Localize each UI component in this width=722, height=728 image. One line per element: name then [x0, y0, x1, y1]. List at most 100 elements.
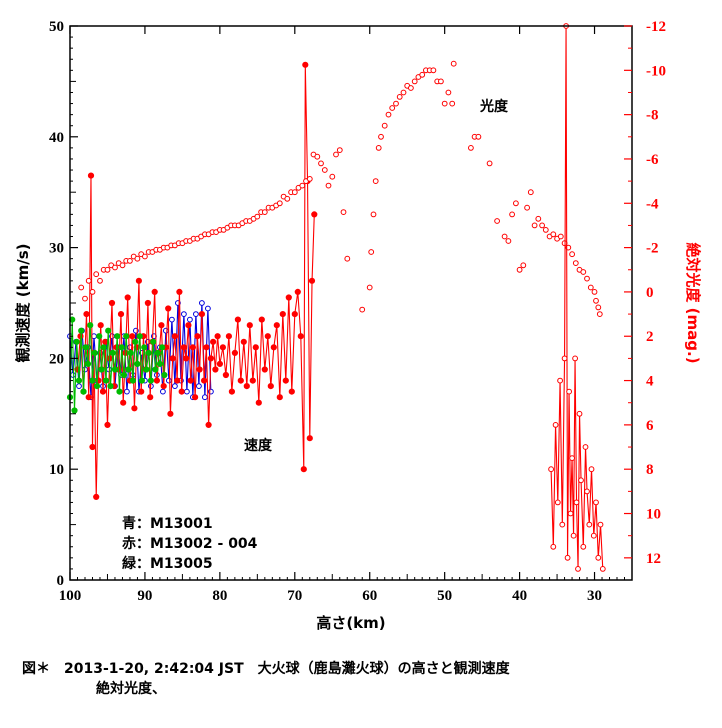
data-point: [198, 311, 205, 318]
data-point: [153, 377, 160, 384]
left-axis-title: 観測速度 (km/s): [14, 244, 32, 363]
data-point: [124, 388, 130, 395]
data-point: [366, 284, 373, 291]
data-point: [505, 238, 512, 244]
data-point: [288, 388, 295, 395]
data-point: [559, 521, 566, 528]
data-point: [93, 493, 100, 500]
data-point: [70, 372, 76, 378]
data-point: [279, 311, 286, 318]
y-left-tick-label: 30: [49, 241, 64, 257]
data-point: [102, 338, 109, 345]
data-point: [100, 344, 107, 351]
data-point: [582, 444, 589, 450]
data-point: [163, 327, 169, 334]
data-point: [178, 388, 185, 395]
data-point: [98, 366, 105, 373]
data-point: [270, 344, 277, 351]
data-point: [438, 78, 444, 85]
data-point: [575, 566, 581, 572]
data-point: [135, 277, 142, 284]
data-point: [111, 366, 119, 373]
data-point: [96, 333, 103, 340]
data-point: [566, 388, 572, 395]
data-point: [501, 233, 508, 240]
data-point: [192, 394, 199, 401]
y-right-tick-label: 8: [646, 462, 654, 478]
data-point: [580, 269, 587, 275]
data-point: [216, 360, 223, 367]
data-point: [89, 377, 96, 384]
data-point: [136, 333, 143, 340]
data-point: [107, 383, 114, 390]
data-point: [119, 262, 126, 269]
data-point: [75, 377, 83, 384]
data-point: [359, 306, 366, 313]
data-point: [445, 89, 452, 96]
data-point: [441, 100, 448, 107]
data-point: [150, 338, 157, 345]
data-point: [152, 366, 159, 373]
x-tick-label: 90: [137, 588, 152, 604]
data-point: [569, 251, 575, 258]
series-M13005: [66, 316, 168, 414]
data-point: [124, 294, 131, 301]
data-point: [378, 133, 384, 140]
y-right-tick-label: -8: [646, 108, 659, 124]
caption-line-2: 絶対光度、: [96, 681, 166, 697]
y-left-tick-label: 40: [49, 130, 64, 146]
data-point: [572, 355, 578, 362]
legend-item-blue: 青：M13001: [122, 515, 213, 532]
data-point: [118, 344, 125, 351]
data-point: [254, 213, 261, 220]
data-point: [419, 71, 426, 78]
data-point: [187, 377, 194, 384]
series-光度 (終末): [548, 23, 606, 572]
data-point: [302, 61, 309, 68]
data-point: [129, 377, 136, 384]
data-point: [291, 311, 298, 318]
data-point: [82, 295, 88, 302]
data-point: [372, 178, 379, 185]
data-point: [243, 383, 250, 390]
data-point: [187, 316, 193, 323]
y-left-tick-label: 50: [49, 19, 64, 35]
data-point: [306, 435, 313, 442]
data-point: [161, 371, 168, 379]
data-point: [141, 344, 148, 351]
data-point: [73, 338, 80, 345]
data-point: [573, 499, 580, 506]
data-point: [138, 388, 145, 395]
data-point: [509, 211, 515, 218]
right-axis-title: 絶対光度 (mag.): [684, 242, 702, 363]
data-point: [167, 410, 174, 417]
data-point: [174, 377, 181, 384]
data-point: [143, 366, 150, 373]
data-point: [165, 305, 172, 312]
series-line: [550, 25, 604, 569]
data-point: [524, 204, 530, 211]
data-point: [308, 277, 316, 284]
data-point: [291, 189, 298, 196]
data-point: [99, 388, 107, 395]
data-point: [314, 153, 321, 160]
y-left-tick-label: 0: [57, 573, 65, 589]
data-point: [134, 360, 141, 367]
data-point: [105, 327, 112, 334]
data-point: [112, 264, 118, 271]
data-point: [276, 394, 283, 401]
data-point: [408, 85, 414, 91]
data-point: [297, 333, 304, 340]
data-point: [97, 322, 104, 329]
x-tick-label: 40: [512, 588, 527, 604]
data-point: [78, 284, 85, 291]
data-point: [590, 532, 597, 539]
data-point: [89, 443, 96, 451]
data-point: [87, 172, 95, 179]
data-point: [166, 377, 172, 384]
y-right-tick-label: 2: [646, 329, 654, 345]
data-point: [231, 349, 238, 356]
data-point: [84, 360, 92, 367]
data-point: [311, 211, 318, 218]
data-point: [222, 371, 229, 379]
